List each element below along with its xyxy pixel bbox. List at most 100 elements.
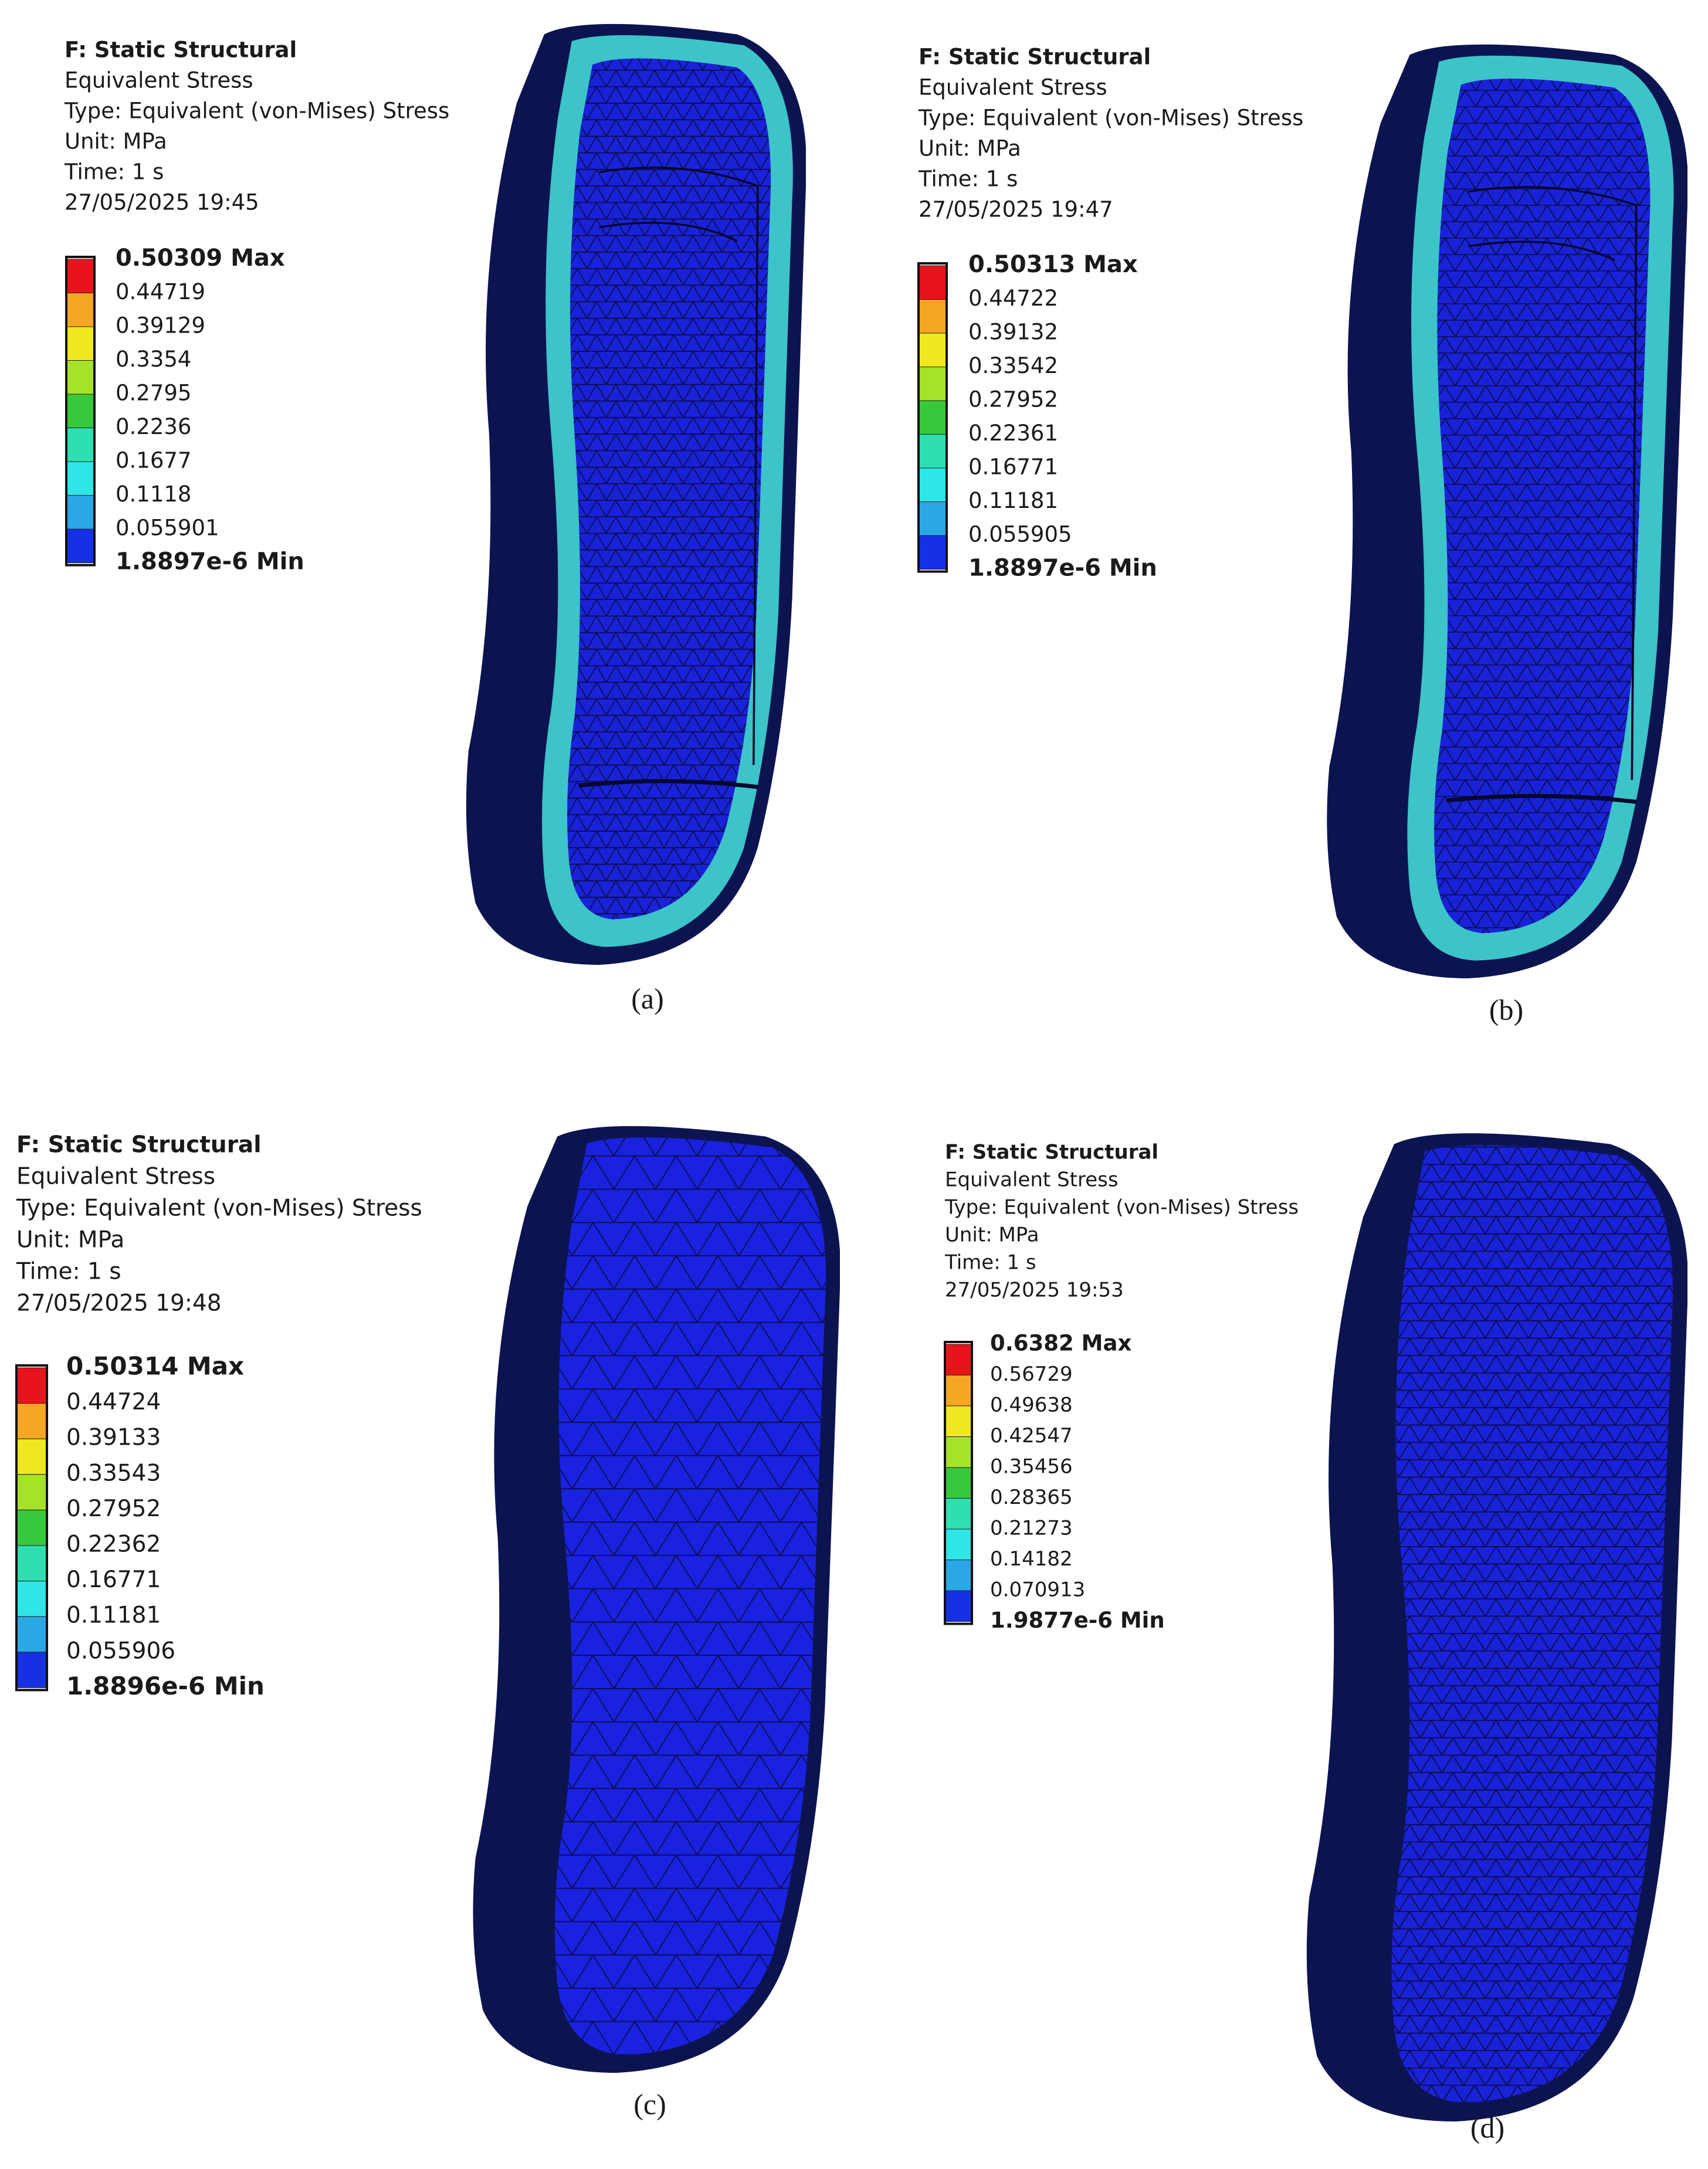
legend-frame — [944, 1341, 973, 1625]
legend-band — [16, 1474, 48, 1510]
legend-band — [918, 467, 947, 502]
legend-band — [16, 1616, 48, 1653]
legend-band — [66, 428, 95, 462]
legend-band — [944, 1498, 972, 1530]
legend-label: 0.055905 — [968, 522, 1072, 547]
result-info: Time: 1 s — [918, 167, 1018, 192]
legend-band — [66, 461, 95, 496]
insole-model — [1306, 1133, 1687, 2121]
legend-label: 0.21273 — [990, 1517, 1073, 1540]
legend-label: 0.22361 — [968, 421, 1058, 446]
legend-label: 0.33543 — [66, 1460, 161, 1486]
legend-label: 0.39129 — [116, 313, 205, 338]
insole-model — [466, 24, 806, 965]
legend-band — [918, 501, 947, 536]
legend-frame — [65, 256, 96, 567]
legend-label: 1.8897e-6 Min — [968, 555, 1157, 582]
insole-model — [1327, 45, 1688, 978]
legend-label: 0.1677 — [116, 448, 191, 473]
legend-band — [944, 1560, 972, 1591]
legend-label: 0.16771 — [66, 1567, 161, 1593]
legend-label: 0.50313 Max — [968, 251, 1138, 278]
legend-label: 0.22362 — [66, 1531, 161, 1558]
legend-band — [918, 367, 947, 401]
result-info: Type: Equivalent (von-Mises) Stress — [16, 1195, 422, 1222]
result-info: Unit: MPa — [65, 129, 167, 154]
legend-band — [16, 1581, 48, 1617]
legend-band — [918, 299, 947, 334]
legend-label: 0.39132 — [968, 320, 1058, 345]
legend-band — [944, 1375, 972, 1407]
legend-band — [16, 1367, 48, 1404]
legend-label: 1.9877e-6 Min — [990, 1608, 1165, 1633]
panel-caption: (d) — [1470, 2111, 1504, 2144]
result-info: Time: 1 s — [64, 160, 164, 185]
legend-band — [944, 1405, 972, 1437]
legend-frame — [15, 1364, 48, 1692]
legend-label: 0.11181 — [968, 488, 1058, 513]
result-info: Unit: MPa — [16, 1227, 124, 1253]
legend-band — [944, 1344, 972, 1375]
legend-label: 0.42547 — [990, 1424, 1073, 1448]
legend-label: 0.055906 — [66, 1638, 175, 1664]
legend-band — [66, 360, 95, 395]
legend-label: 0.1118 — [116, 482, 191, 507]
panel-caption: (b) — [1489, 993, 1523, 1026]
legend-frame — [917, 262, 948, 573]
result-title: F: Static Structural — [65, 38, 297, 63]
result-info: Time: 1 s — [944, 1251, 1036, 1275]
legend-label: 0.49638 — [990, 1394, 1073, 1417]
legend-band — [944, 1590, 972, 1622]
legend-label: 0.2236 — [116, 414, 191, 439]
legend-label: 0.50314 Max — [66, 1352, 244, 1381]
legend-band — [918, 434, 947, 469]
legend-label: 1.8896e-6 Min — [66, 1672, 265, 1700]
legend-label: 0.055901 — [116, 516, 219, 541]
legend-band — [918, 400, 947, 435]
result-info: 27/05/2025 19:48 — [16, 1290, 222, 1317]
legend-label: 0.6382 Max — [990, 1331, 1131, 1356]
legend-band — [918, 333, 947, 367]
legend-band — [944, 1436, 972, 1468]
result-info: 27/05/2025 19:47 — [919, 197, 1113, 222]
result-info: Type: Equivalent (von-Mises) Stress — [64, 99, 449, 124]
legend-band — [66, 528, 95, 563]
panel-caption: (c) — [633, 2087, 666, 2120]
legend-label: 0.14182 — [990, 1547, 1073, 1571]
result-info: Type: Equivalent (von-Mises) Stress — [918, 106, 1303, 131]
legend-band — [66, 326, 95, 361]
legend-label: 0.44724 — [66, 1389, 161, 1415]
result-info: Unit: MPa — [945, 1224, 1039, 1247]
legend-label: 0.27952 — [66, 1496, 161, 1522]
result-info: Unit: MPa — [919, 136, 1021, 161]
legend-band — [66, 394, 95, 428]
legend-label: 0.44719 — [116, 279, 205, 304]
result-title: F: Static Structural — [16, 1132, 262, 1158]
legend-band — [944, 1529, 972, 1560]
result-info: Equivalent Stress — [945, 1168, 1119, 1192]
result-info: 27/05/2025 19:53 — [945, 1279, 1124, 1302]
result-title: F: Static Structural — [945, 1141, 1158, 1164]
legend-band — [918, 265, 947, 300]
legend-label: 0.3354 — [116, 347, 191, 372]
result-info: Type: Equivalent (von-Mises) Stress — [944, 1196, 1299, 1219]
legend-band — [944, 1467, 972, 1499]
result-info: Time: 1 s — [16, 1259, 121, 1285]
legend-label: 0.44722 — [968, 286, 1058, 311]
insole-model — [473, 1126, 840, 2073]
legend-band — [66, 259, 95, 293]
legend-band — [16, 1545, 48, 1582]
legend-band — [16, 1509, 48, 1546]
legend-label: 0.50309 Max — [116, 245, 285, 272]
legend-label: 0.28365 — [990, 1486, 1073, 1509]
legend-label: 0.33542 — [968, 353, 1058, 378]
result-info: Equivalent Stress — [919, 75, 1107, 100]
result-title: F: Static Structural — [919, 45, 1151, 70]
legend-label: 0.27952 — [968, 387, 1058, 412]
legend-label: 0.16771 — [968, 455, 1058, 480]
legend-band — [16, 1652, 48, 1688]
legend-band — [66, 293, 95, 327]
legend-band — [16, 1438, 48, 1475]
legend-label: 0.56729 — [990, 1363, 1073, 1386]
